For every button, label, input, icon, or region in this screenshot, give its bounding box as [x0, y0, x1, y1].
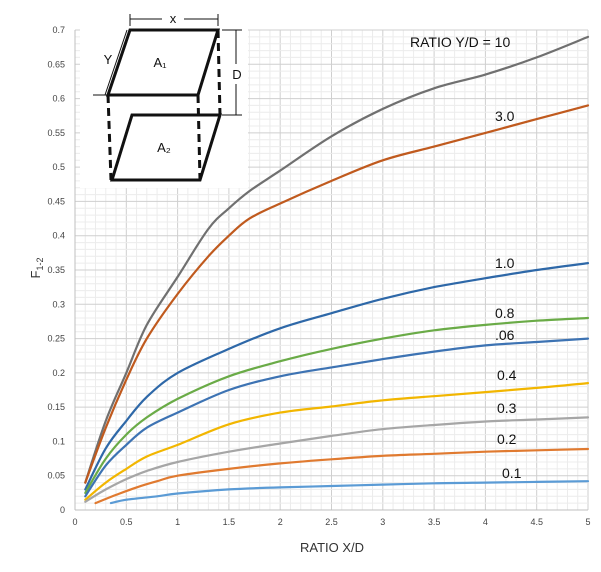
y-tick-label: 0.65: [47, 59, 65, 69]
y-tick-labels: 0 0.05 0.1 0.15 0.2 0.25 0.3 0.35 0.4 0.45 0.5 0.55…: [47, 25, 65, 515]
curve-label-7: 0.3: [497, 400, 517, 416]
y-dim-line: [104, 29, 128, 96]
x-tick-label: 3: [380, 517, 385, 527]
y-tick-label: 0.7: [52, 25, 65, 35]
y-tick-label: 0.5: [52, 162, 65, 172]
x-tick-label: 5: [585, 517, 590, 527]
curve-label-6: 0.4: [497, 367, 517, 383]
dash-right-back: [216, 29, 222, 116]
series-line-3: [84, 262, 590, 491]
x-tick-label: 4.5: [530, 517, 543, 527]
dash-left-front: [106, 94, 113, 181]
y-tick-label: 0.55: [47, 128, 65, 138]
y-tick-label: 0.4: [52, 231, 65, 241]
dash-right-front: [196, 94, 202, 181]
series-line-8: [94, 447, 590, 505]
curve-label-4: 0.8: [495, 305, 515, 321]
x-tick-labels: 0 0.5 1 1.5 2 2.5 3 3.5 4 4.5 5: [72, 517, 590, 527]
series-line-7: [84, 416, 590, 503]
a2-label: A₂: [157, 140, 171, 155]
x-tick-label: 0: [72, 517, 77, 527]
parallel-plates-diagram: x Y D A₁ A₂: [80, 11, 248, 188]
x-tick-label: 1.5: [223, 517, 236, 527]
series-line-9: [109, 480, 590, 505]
y-tick-label: 0.15: [47, 402, 65, 412]
x-axis-title: RATIO X/D: [300, 540, 364, 555]
y-tick-label: 0.2: [52, 368, 65, 378]
curve-label-9: 0.1: [502, 465, 522, 481]
x-tick-label: 3.5: [428, 517, 441, 527]
curve-label-1: RATIO Y/D = 10: [410, 34, 510, 50]
y-tick-label: 0.45: [47, 196, 65, 206]
x-tick-label: 0.5: [120, 517, 133, 527]
series-line-4: [84, 316, 590, 494]
y-tick-label: 0.3: [52, 299, 65, 309]
y-tick-label: 0.05: [47, 471, 65, 481]
series-line-5: [84, 337, 590, 498]
y-tick-label: 0.1: [52, 436, 65, 446]
x-tick-label: 4: [483, 517, 488, 527]
curve-label-3: 1.0: [495, 255, 515, 271]
y-tick-label: 0.25: [47, 334, 65, 344]
series-line-2: [84, 104, 590, 484]
curve-label-2: 3.0: [495, 108, 515, 124]
series-line-1: [84, 35, 590, 484]
y-tick-label: 0: [60, 505, 65, 515]
series-line-6: [84, 382, 590, 501]
x-tick-label: 1: [175, 517, 180, 527]
d-dim-label: D: [232, 67, 241, 82]
y-dim-label: Y: [104, 52, 113, 67]
curve-label-8: 0.2: [497, 431, 517, 447]
a1-label: A₁: [153, 55, 167, 70]
y-tick-label: 0.35: [47, 265, 65, 275]
curve-label-5: .06: [495, 327, 515, 343]
series-lines: [84, 35, 590, 505]
x-tick-label: 2: [278, 517, 283, 527]
y-axis-title: F1-2: [28, 258, 45, 279]
y-tick-label: 0.6: [52, 94, 65, 104]
x-dim-label: x: [170, 11, 177, 26]
x-tick-label: 2.5: [325, 517, 338, 527]
curve-labels: RATIO Y/D = 10 3.0 1.0 0.8 .06 0.4 0.3 0.2 0.1: [410, 34, 522, 481]
axes: [74, 30, 588, 511]
